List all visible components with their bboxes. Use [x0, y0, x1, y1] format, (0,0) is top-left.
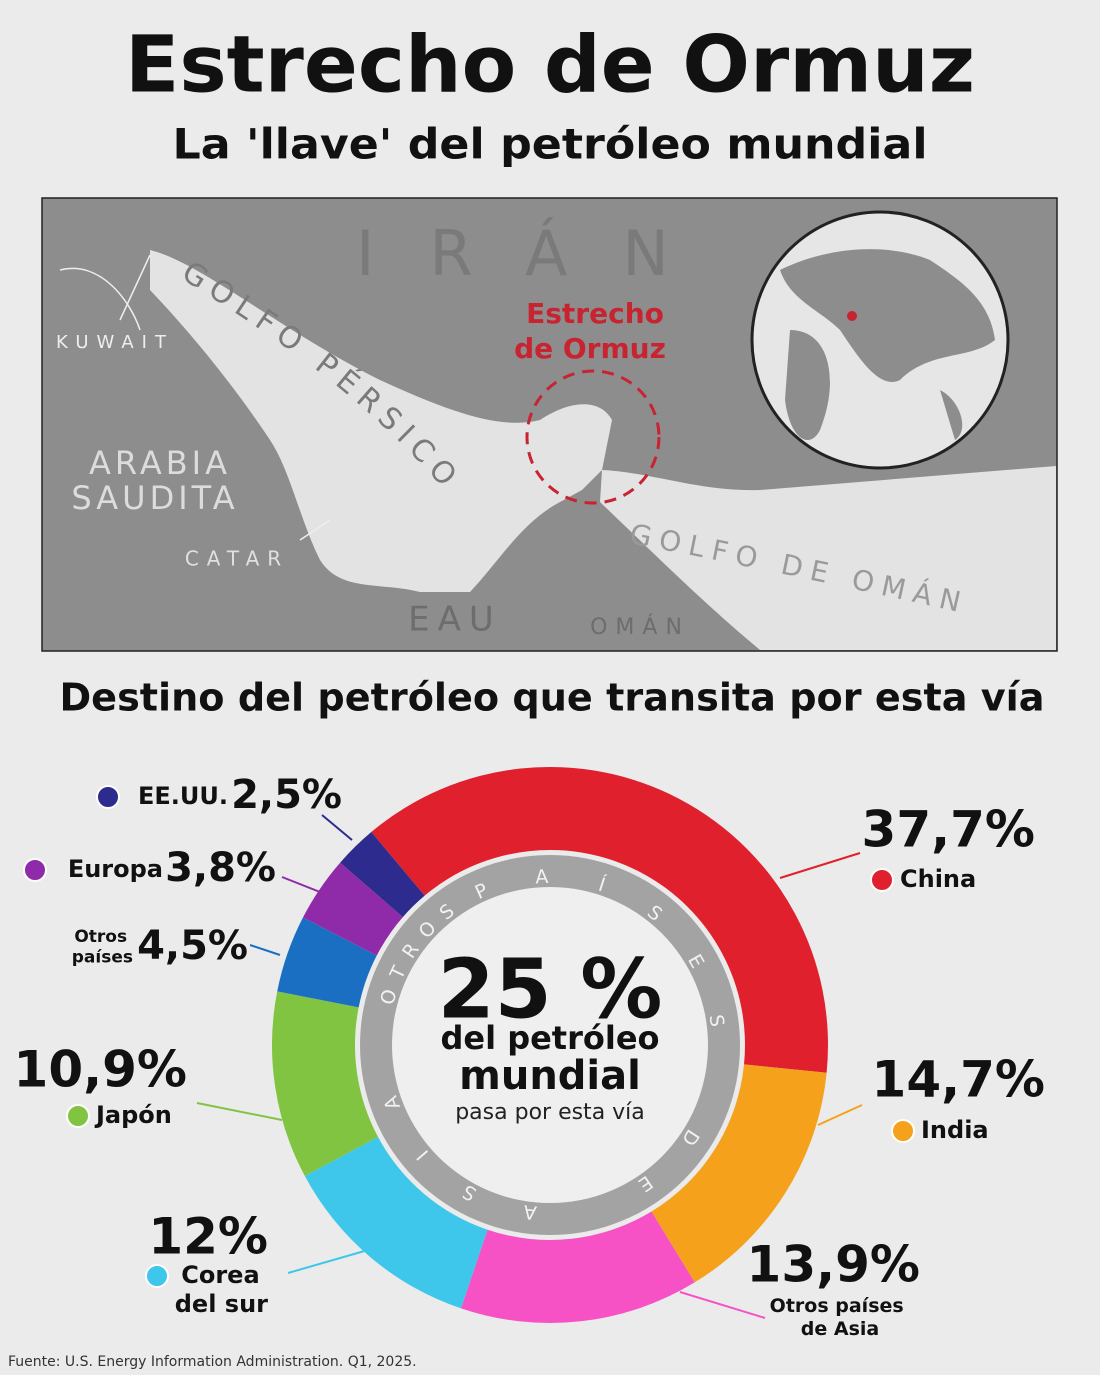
center-text: mundial [459, 1053, 641, 1099]
map-label: CATAR [185, 547, 289, 571]
value-label: 13,9% [747, 1236, 920, 1294]
label-line: Otros [74, 927, 133, 947]
center-text: pasa por esta vía [455, 1100, 645, 1125]
category-label: Europa [68, 855, 163, 883]
donut-segment [303, 862, 403, 956]
strait-label: de Ormuz [514, 332, 666, 365]
flag [66, 1104, 90, 1128]
category-label: India [921, 1116, 989, 1144]
donut-segment [651, 1064, 827, 1283]
leader-line [817, 1104, 863, 1126]
center-text: 25 % [438, 942, 663, 1037]
map-label: SAUDITA [71, 479, 238, 517]
center-text: del petróleo [440, 1019, 659, 1057]
map-label: IRÁN [356, 216, 724, 290]
label-line: países [72, 947, 133, 967]
title: Estrecho de Ormuz [125, 20, 975, 110]
footer: Fuente: U.S. Energy Information Administ… [8, 1354, 417, 1370]
section-title: Destino del petróleo que transita por es… [60, 676, 1045, 720]
category-label: Japón [94, 1101, 172, 1129]
flag [145, 1264, 169, 1288]
map: IRÁN GOLFO PÉRSICO GOLFO DE OMÁN KUWAIT … [41, 197, 1058, 652]
persian-gulf [150, 250, 612, 592]
category-label: Otros países de Asia [770, 1295, 911, 1340]
donut-segment [277, 917, 377, 1008]
leader-line [287, 1249, 369, 1274]
leader-line [249, 944, 281, 956]
value-label: 2,5% [231, 772, 342, 818]
value-label: 12% [148, 1208, 268, 1266]
center-disc [392, 887, 708, 1203]
category-label: EE.UU. [138, 782, 228, 810]
map-label: KUWAIT [56, 332, 174, 353]
globe-marker [847, 311, 857, 321]
donut-segment [272, 991, 379, 1177]
map-label: OMÁN [590, 614, 690, 640]
donut-segment [371, 767, 828, 1073]
flag [870, 868, 894, 892]
label-line: Corea [181, 1261, 268, 1289]
value-label: 37,7% [862, 801, 1035, 859]
value-label: 4,5% [137, 923, 248, 969]
label-line: del sur [175, 1290, 268, 1318]
flag [96, 785, 120, 809]
leader-line [321, 814, 353, 841]
value-label: 10,9% [14, 1041, 187, 1099]
label-line: de Asia [801, 1317, 879, 1339]
map-label: EAU [408, 600, 502, 640]
category-label: China [900, 865, 976, 893]
leader-line [779, 852, 861, 879]
donut-segment [460, 1211, 695, 1324]
gulf-of-oman [600, 466, 1056, 650]
category-label: Otros países [72, 927, 133, 967]
strait-circle [525, 369, 661, 505]
leader-line [281, 876, 321, 893]
strait-label: Estrecho [526, 297, 664, 330]
flag [891, 1119, 915, 1143]
flag [23, 858, 47, 882]
label-line: Otros países [770, 1295, 911, 1317]
leader-line [196, 1102, 283, 1121]
globe-land [780, 249, 995, 440]
category-label: Corea del sur [175, 1261, 268, 1318]
leader-line [679, 1291, 766, 1319]
border-lines [59, 254, 331, 541]
donut-segment [304, 1136, 488, 1309]
value-label: 14,7% [872, 1051, 1045, 1109]
map-label: ARABIA [89, 444, 231, 482]
value-label: 3,8% [165, 845, 276, 891]
subtitle: La 'llave' del petróleo mundial [173, 120, 928, 169]
donut-segment [340, 832, 425, 918]
